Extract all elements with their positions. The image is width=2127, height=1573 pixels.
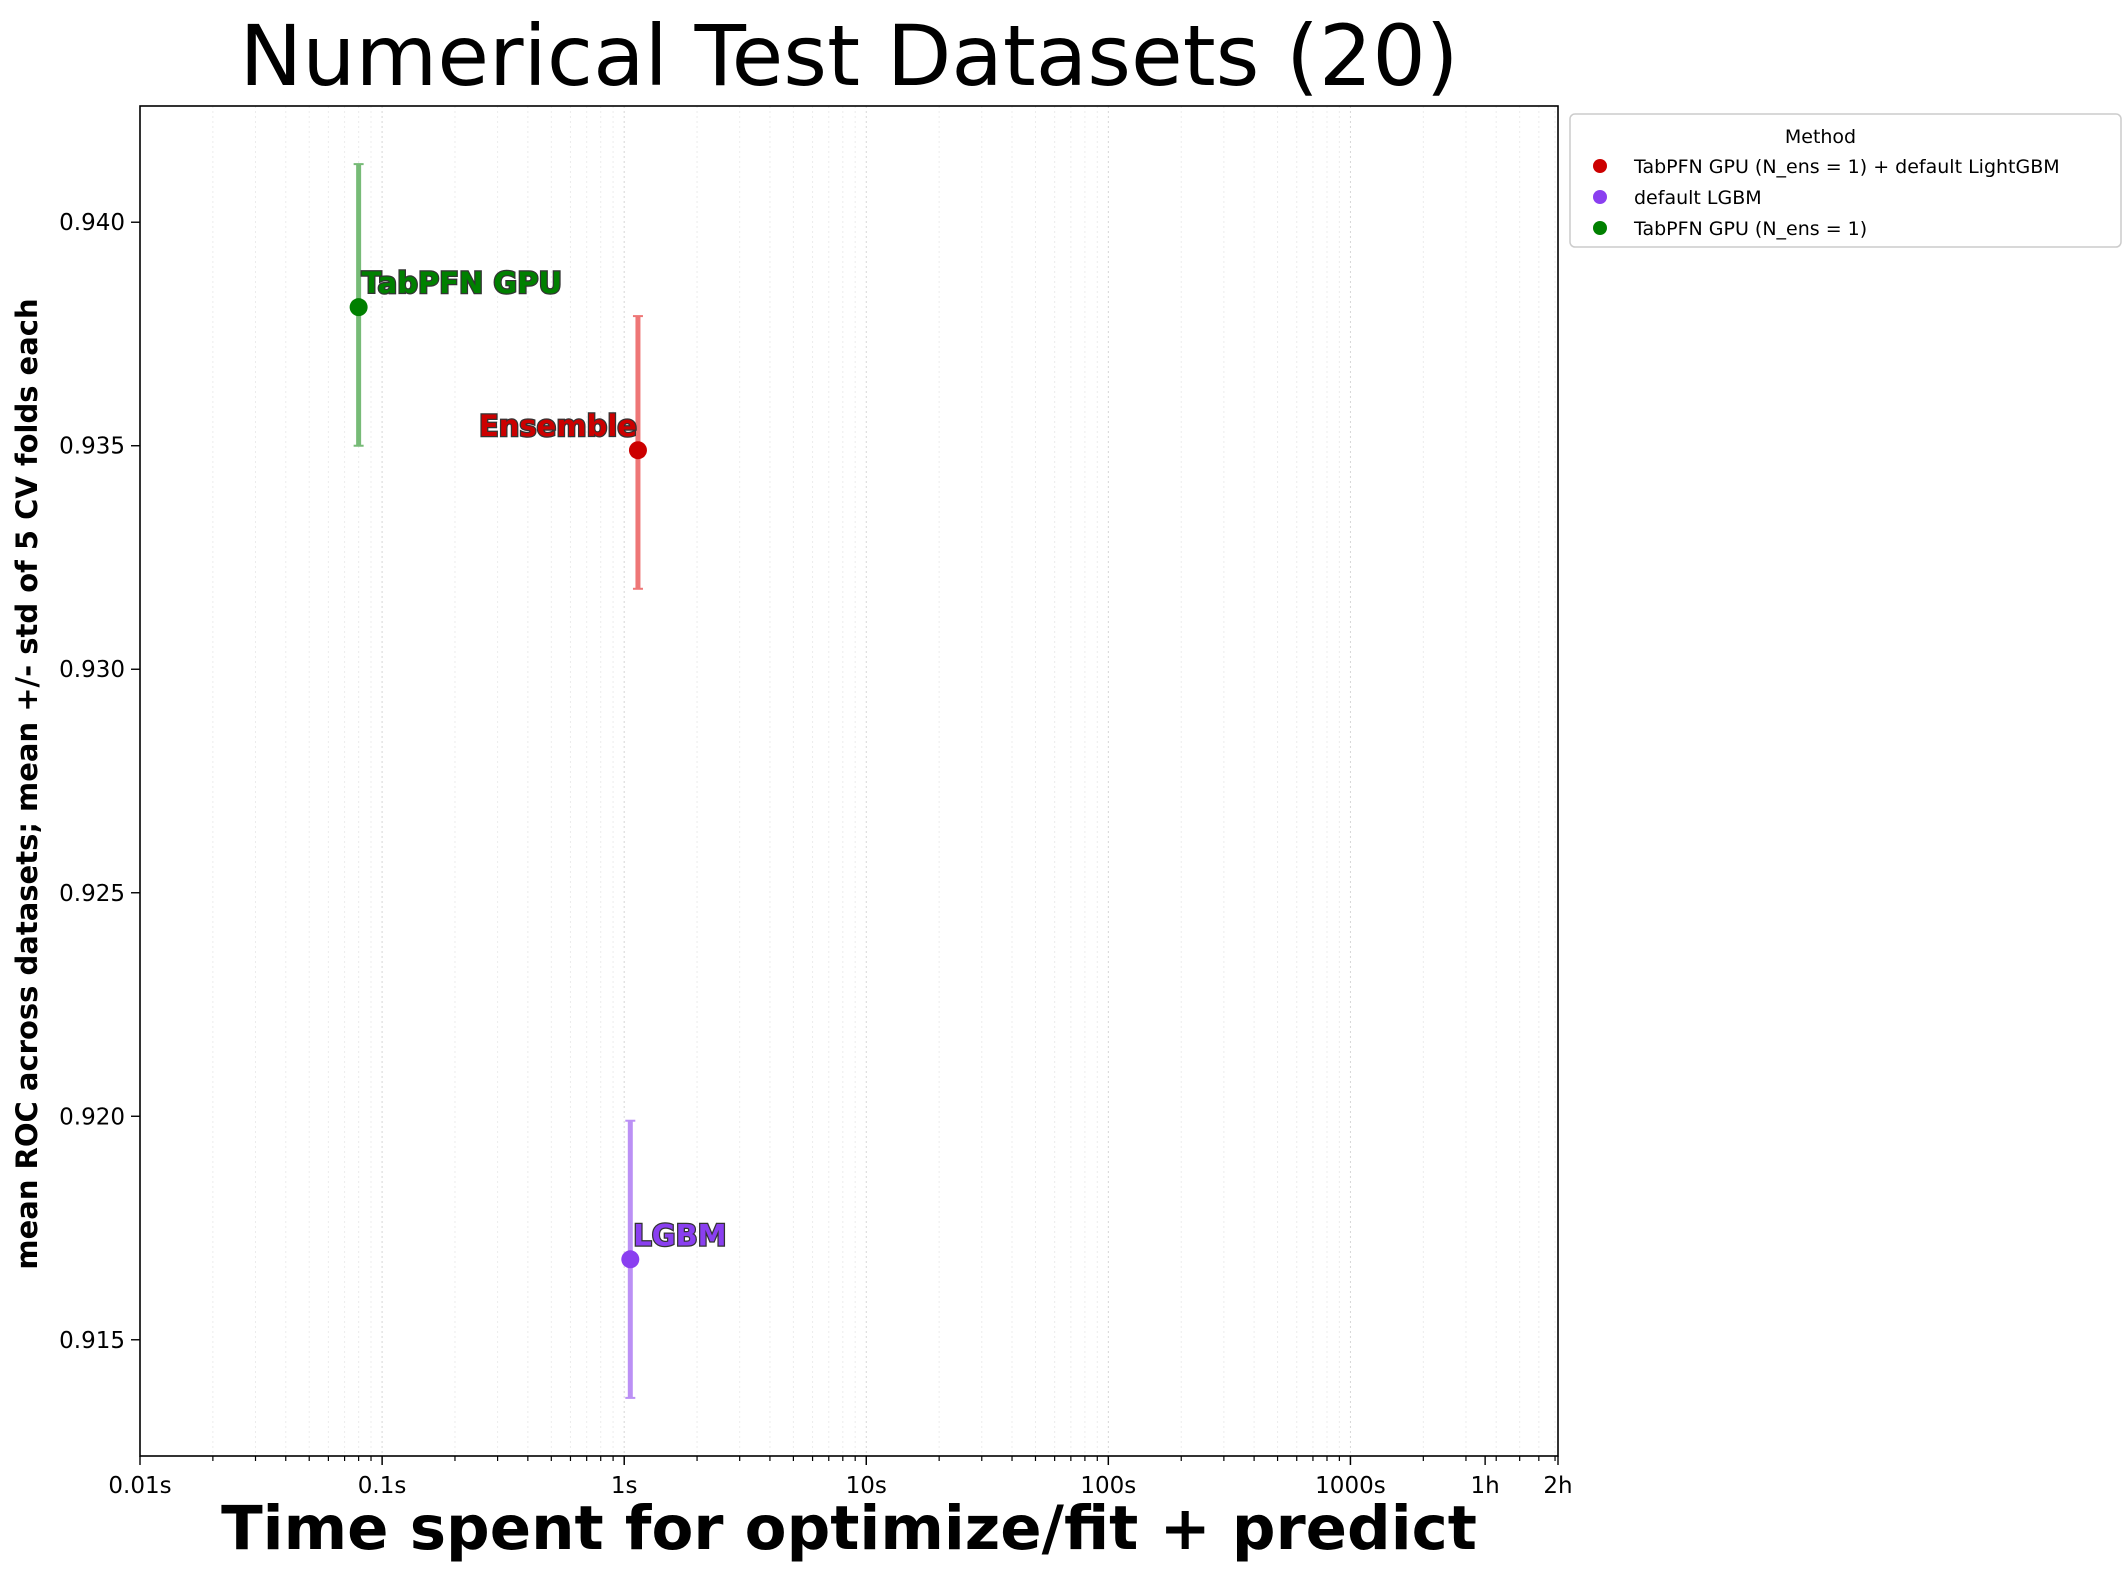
legend-marker-3 [1593,221,1607,235]
point-label-1: Ensemble [479,409,637,443]
x-tick-label: 2h [1543,1473,1572,1499]
x-tick-label: 1h [1471,1473,1500,1499]
x-tick-label: 100s [1080,1473,1136,1499]
legend-marker-2 [1593,190,1607,204]
y-tick-label: 0.925 [59,881,125,907]
x-tick-label: 10s [846,1473,887,1499]
point-label-2: LGBM [633,1218,726,1252]
legend-entry-2: default LGBM [1634,187,1762,209]
y-tick-label: 0.935 [59,434,125,460]
x-tick-label: 1000s [1315,1473,1386,1499]
y-tick-label: 0.915 [59,1328,125,1354]
legend: Method TabPFN GPU (N_ens = 1) + default L… [1569,113,2122,248]
point-label-3: TabPFN GPU [362,266,562,300]
x-axis-label: Time spent for optimize/fit + predict [221,1493,1477,1564]
grid-lines [212,106,1556,1456]
x-tick-label: 1s [611,1473,638,1499]
legend-entry-1: TabPFN GPU (N_ens = 1) + default LightGB… [1633,156,2060,178]
plot-frame [139,105,1559,1457]
data-point-1 [628,441,647,460]
legend-marker-1 [1593,159,1607,173]
x-tick-label: 0.1s [358,1473,407,1499]
legend-title: Method [1785,126,1856,148]
y-axis-label: mean ROC across datasets; mean +/- std o… [10,298,44,1269]
axes: 0.01s 0.1s 1s 10s 100s 1000s 1h 2h 0.915 0.920 0.9… [59,105,1573,1499]
legend-box [1569,113,2122,248]
legend-entry-3: TabPFN GPU (N_ens = 1) [1633,218,1867,240]
x-tick-label: 0.01s [108,1473,171,1499]
y-tick-label: 0.920 [59,1104,125,1130]
chart-title: Numerical Test Datasets (20) [239,7,1458,105]
data-point-2 [621,1250,640,1269]
y-tick-label: 0.930 [59,657,125,683]
data-point-3 [349,298,368,317]
data-marks: Ensemble LGBM TabPFN GPU [349,163,728,1399]
y-tick-label: 0.940 [59,210,125,236]
